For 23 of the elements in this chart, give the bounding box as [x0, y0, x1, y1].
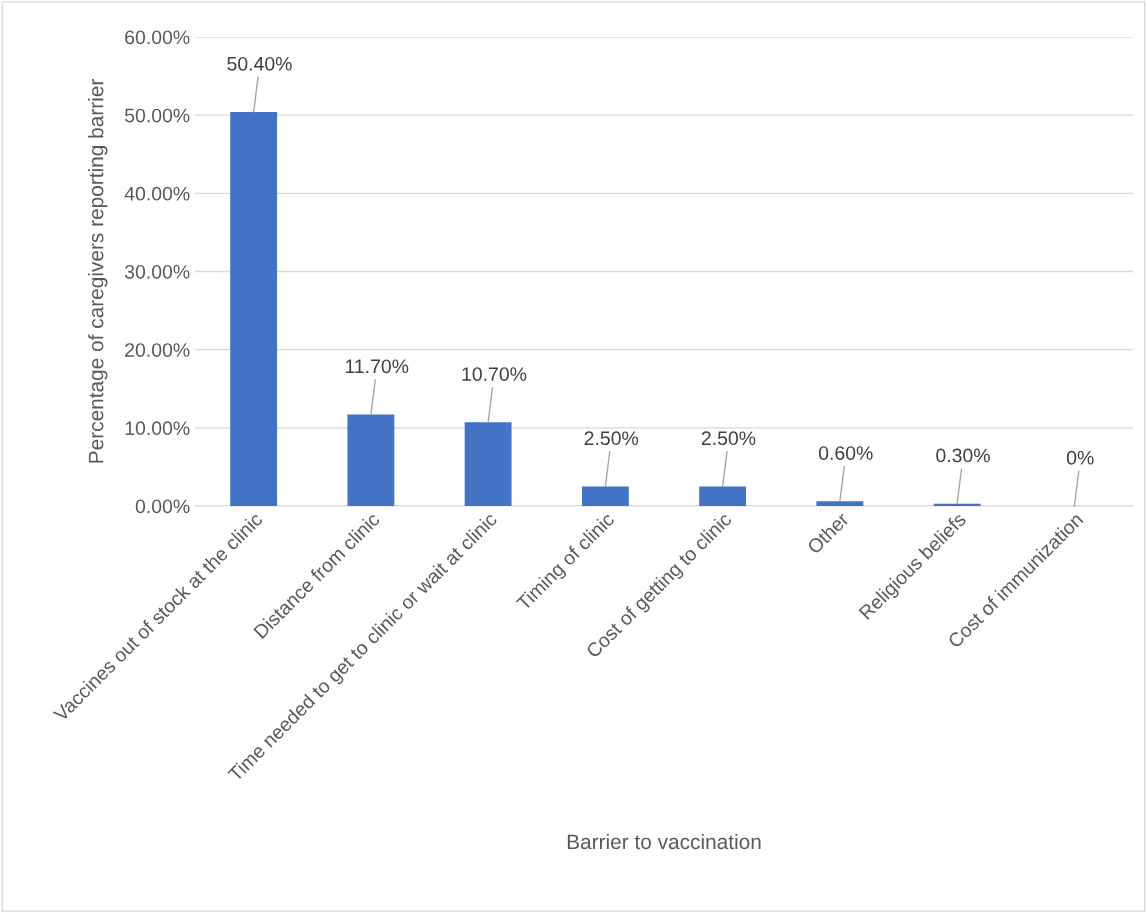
- data-label: 50.40%: [227, 56, 292, 71]
- y-tick-label: 20.00%: [125, 343, 190, 357]
- bar: [581, 486, 629, 506]
- data-label: 0%: [1066, 450, 1094, 465]
- y-tick-label: 10.00%: [125, 421, 190, 436]
- y-tick-label: 60.00%: [125, 30, 190, 45]
- y-axis-title: Percentage of caregivers reporting barrier: [88, 79, 108, 463]
- bar: [699, 486, 747, 506]
- bar: [347, 414, 395, 506]
- data-label: 2.50%: [701, 431, 756, 446]
- y-tick-label: 30.00%: [124, 264, 190, 279]
- y-tick-label: 40.00%: [124, 186, 190, 201]
- data-label: 0.60%: [818, 446, 873, 460]
- x-axis-title: Barrier to vaccination: [567, 833, 761, 850]
- bar: [816, 501, 864, 506]
- data-label: 2.50%: [584, 431, 639, 446]
- data-label: 0.30%: [936, 448, 990, 463]
- data-label: 11.70%: [345, 359, 409, 374]
- y-tick-label: 0.00%: [135, 499, 190, 514]
- bar: [464, 422, 512, 506]
- data-label: 10.70%: [462, 367, 527, 381]
- y-tick-label: 50.00%: [124, 108, 190, 123]
- bar: [230, 112, 278, 506]
